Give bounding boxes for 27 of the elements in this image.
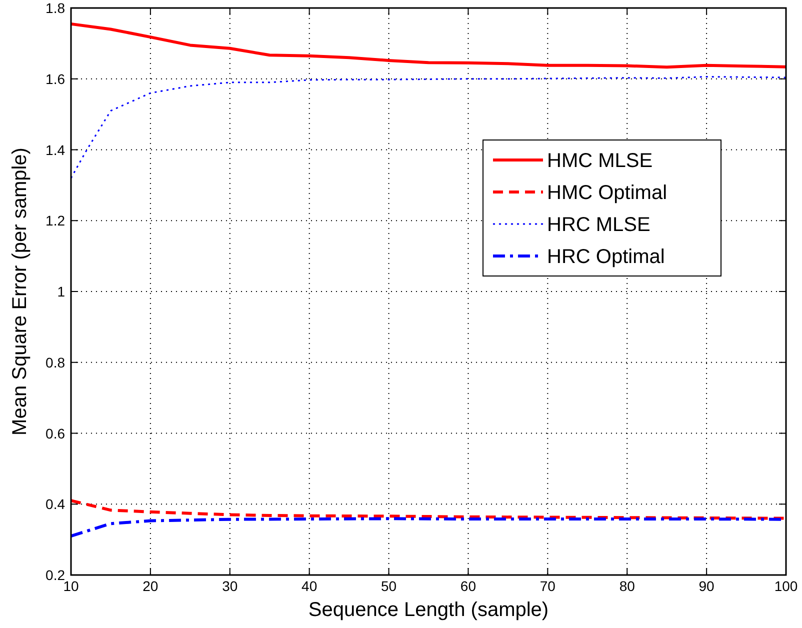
x-axis-title: Sequence Length (sample) — [308, 599, 549, 621]
y-tick-label: 1.6 — [46, 70, 66, 87]
y-tick-label: 0.4 — [46, 496, 66, 512]
x-tick-label: 30 — [222, 578, 238, 594]
line-series — [70, 22, 788, 69]
y-tick-label: 0.2 — [46, 567, 66, 583]
y-tick-label: 1 — [57, 284, 66, 300]
legend-label: HMC MLSE — [547, 150, 653, 172]
legend-label: HMC Optimal — [547, 182, 668, 204]
legend-label: HRC MLSE — [547, 214, 650, 236]
x-tick-label: 10 — [63, 578, 79, 594]
x-tick-label: 90 — [698, 578, 715, 594]
legend-label: HRC Optimal — [547, 246, 665, 268]
line-series — [70, 76, 787, 179]
y-tick-label: 1.2 — [46, 212, 66, 229]
x-tick-label: 50 — [380, 578, 397, 594]
y-tick-label: 1.4 — [46, 142, 66, 158]
y-axis-title: Mean Square Error (per sample) — [9, 148, 31, 436]
y-tick-label: 1.8 — [46, 0, 66, 16]
x-tick-label: 60 — [460, 578, 476, 594]
x-tick-label: 40 — [302, 578, 318, 594]
x-tick-label: 20 — [142, 578, 158, 594]
x-tick-label: 80 — [619, 578, 636, 594]
x-tick-label: 100 — [774, 578, 798, 594]
y-tick-label: 0.8 — [46, 354, 66, 370]
x-tick-label: 70 — [540, 578, 556, 594]
y-tick-label: 0.6 — [46, 425, 66, 442]
